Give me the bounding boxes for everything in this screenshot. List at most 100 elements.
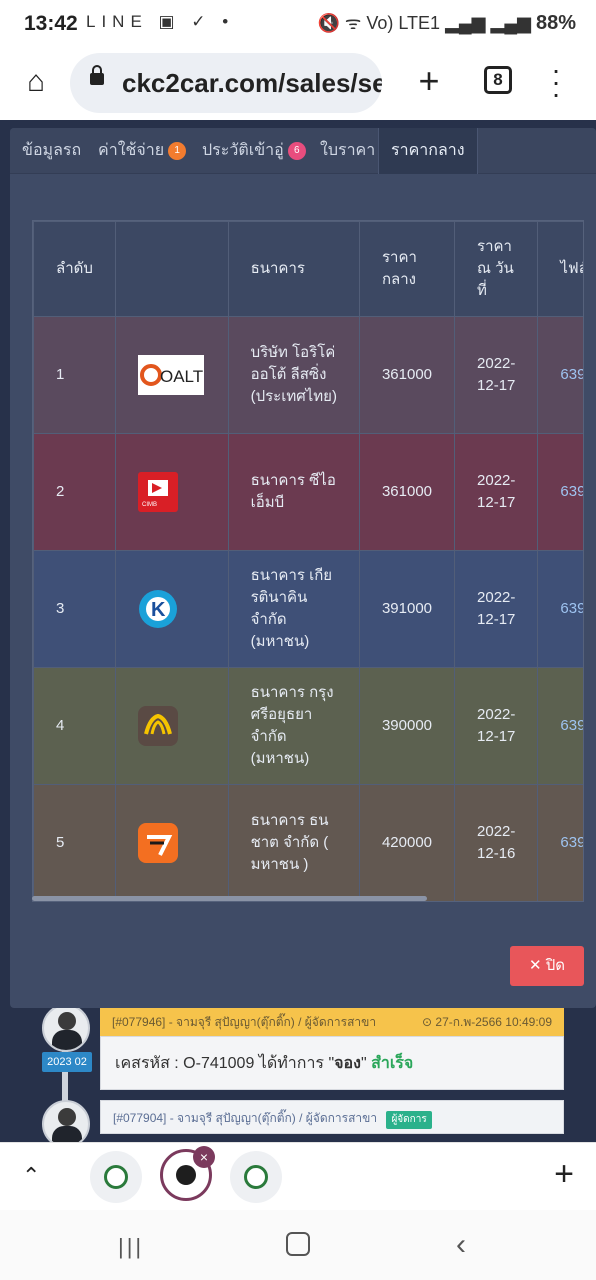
tab-thumbnail[interactable]	[230, 1151, 282, 1203]
row-no: 2	[33, 433, 116, 551]
median-price: 361000	[358, 316, 456, 434]
thanachart-logo-icon	[137, 823, 178, 863]
row-no: 4	[33, 667, 116, 785]
tab-thumbnail[interactable]	[90, 1151, 142, 1203]
file-link[interactable]: 639c	[537, 667, 583, 785]
file-link[interactable]: 639c	[537, 550, 583, 668]
lock-icon	[90, 65, 104, 85]
battery-level: 88%	[535, 12, 576, 34]
price-date: 2022-12-16	[454, 784, 539, 901]
price-date: 2022-12-17	[454, 433, 539, 551]
tab-quotation[interactable]: ใบราคา	[320, 142, 376, 159]
new-tab-button[interactable]: +	[418, 60, 440, 101]
timeline-card-date: ⊙ 27-ก.พ-2566 10:49:09	[422, 1015, 552, 1029]
row-no: 5	[33, 784, 116, 901]
globe-icon	[176, 1165, 196, 1185]
file-link[interactable]: 639c	[537, 316, 583, 434]
browser-toolbar: ⌂ ckc2car.com/sales/se + 8 · · ·	[0, 46, 596, 120]
price-date: 2022-12-17	[454, 550, 539, 668]
timeline-line	[62, 1008, 68, 1143]
svg-text:OALT: OALT	[160, 367, 203, 386]
row-no: 3	[33, 550, 116, 668]
svg-text:CIMB: CIMB	[142, 502, 157, 508]
status-time: 13:42	[24, 12, 78, 35]
timeline-card-header: [#077904] - จามจุรี สุปัญญา(ตุ๊กติ๊ก) / …	[100, 1100, 564, 1134]
price-date: 2022-12-17	[454, 667, 539, 785]
address-bar[interactable]: ckc2car.com/sales/se	[70, 53, 382, 113]
home-nav-icon[interactable]	[286, 1232, 310, 1256]
header-file[interactable]: ไฟล์	[537, 221, 583, 317]
year-badge: 2023 02	[42, 1052, 92, 1072]
svg-text:K: K	[151, 599, 166, 621]
role-badge: ผู้จัดการ	[386, 1111, 432, 1129]
bank-name: ธนาคาร กรุงศรีอยุธยา จำกัด (มหาชน)	[227, 667, 360, 785]
add-tab-icon[interactable]: +	[554, 1155, 574, 1193]
avatar	[42, 1100, 90, 1148]
bank-name: บริษัท โอริโค่ ออโต้ ลีสซิ่ง (ประเทศไทย)	[227, 316, 360, 434]
signal-icons: 🔇 ᯤ Vo) LTE1 ▂▄▆ ▂▄▆	[317, 13, 531, 33]
file-link[interactable]: 639b	[537, 784, 583, 901]
table-header-row: ลำดับ ธนาคาร ราคา กลาง ราคา ณ วัน ที่ ไฟ…	[33, 221, 583, 317]
close-tab-icon[interactable]: ×	[193, 1146, 215, 1168]
tab-thumbnail-active[interactable]	[160, 1149, 212, 1201]
median-price: 420000	[358, 784, 456, 901]
tab-median-price[interactable]: ราคากลาง	[378, 128, 478, 174]
system-icons: 🔇 ᯤ Vo) LTE1 ▂▄▆ ▂▄▆ 88%	[318, 11, 576, 35]
garage-count-badge: 6	[287, 141, 306, 160]
table-row: 3 K ธนาคาร เกียรตินาคิน จำกัด (มหาชน) 39…	[33, 550, 583, 668]
url-text[interactable]: ckc2car.com/sales/se	[122, 68, 382, 98]
table-row: 2 CIMB ธนาคาร ซีไอเอ็มบี 361000 2022-12-…	[33, 433, 583, 551]
bank-logo-cell	[114, 667, 229, 785]
header-no[interactable]: ลำดับ	[33, 221, 116, 317]
expenses-count-badge: 1	[168, 141, 187, 160]
timeline-card-header: [#077946] - จามจุรี สุปัญญา(ตุ๊กติ๊ก) / …	[100, 1008, 564, 1036]
price-modal: ข้อมูลรถ ค่าใช้จ่าย 1 ประวัติเข้าอู่ 6 ใบร…	[10, 128, 596, 1008]
table-row: 4 ธนาคาร กรุงศรีอยุธยา จำกัด (มหาชน) 390…	[33, 667, 583, 785]
header-price[interactable]: ราคา กลาง	[358, 221, 456, 317]
bank-logo-cell: OALT	[114, 316, 229, 434]
orico-logo-icon: OALT	[137, 355, 204, 395]
chevron-up-icon[interactable]: ⌃	[22, 1163, 41, 1188]
bank-name: ธนาคาร เกียรตินาคิน จำกัด (มหาชน)	[227, 550, 360, 668]
header-logo	[114, 221, 229, 317]
tab-car-info[interactable]: ข้อมูลรถ	[22, 142, 82, 159]
table-scrollbar[interactable]	[32, 896, 427, 901]
notification-icons: LINE ▣ ✓ •	[86, 12, 235, 31]
price-table: ลำดับ ธนาคาร ราคา กลาง ราคา ณ วัน ที่ ไฟ…	[33, 221, 583, 901]
system-nav-bar: ||| ‹	[0, 1210, 596, 1280]
median-price: 390000	[358, 667, 456, 785]
table-row: 5 ธนาคาร ธนชาต จำกัด ( มหาชน ) 420000 20…	[33, 784, 583, 901]
price-date: 2022-12-17	[454, 316, 539, 434]
back-icon[interactable]: ‹	[456, 1228, 466, 1261]
bank-logo-cell: K	[114, 550, 229, 668]
home-icon[interactable]: ⌂	[26, 65, 46, 98]
timeline-card: [#077904] - จามจุรี สุปัญญา(ตุ๊กติ๊ก) / …	[100, 1100, 564, 1134]
tab-strip: ⌃ +	[0, 1142, 596, 1210]
avatar	[42, 1004, 90, 1052]
file-link[interactable]: 639c	[537, 433, 583, 551]
price-table-container[interactable]: ลำดับ ธนาคาร ราคา กลาง ราคา ณ วัน ที่ ไฟ…	[32, 220, 584, 902]
more-menu-icon[interactable]: · · ·	[551, 54, 561, 109]
bank-logo-cell: CIMB	[114, 433, 229, 551]
modal-tabs: ข้อมูลรถ ค่าใช้จ่าย 1 ประวัติเข้าอู่ 6 ใบร…	[10, 128, 596, 174]
timeline-card-author: [#077946] - จามจุรี สุปัญญา(ตุ๊กติ๊ก) / …	[112, 1015, 377, 1029]
krungsri-logo-icon	[137, 706, 178, 746]
header-bank[interactable]: ธนาคาร	[227, 221, 360, 317]
tab-count-button[interactable]: 8	[484, 66, 512, 94]
timeline-card: [#077946] - จามจุรี สุปัญญา(ตุ๊กติ๊ก) / …	[100, 1008, 564, 1090]
tab-expenses[interactable]: ค่าใช้จ่าย 1	[98, 128, 187, 174]
bank-name: ธนาคาร ซีไอเอ็มบี	[227, 433, 360, 551]
kiatnakin-logo-icon: K	[138, 590, 177, 628]
site-favicon-icon	[244, 1165, 268, 1189]
cimb-logo-icon: CIMB	[137, 472, 178, 512]
median-price: 361000	[358, 433, 456, 551]
bank-name: ธนาคาร ธนชาต จำกัด ( มหาชน )	[227, 784, 360, 901]
table-row: 1 OALT บริษัท โอริโค่ ออโต้ ลีสซิ่ง (ประ…	[33, 316, 583, 434]
close-button[interactable]: ✕ ปิด	[510, 946, 584, 986]
header-date[interactable]: ราคา ณ วัน ที่	[454, 221, 539, 317]
recent-apps-icon[interactable]: |||	[118, 1234, 145, 1259]
timeline-card-body: เคสรหัส : O-741009 ได้ทำการ "จอง" สำเร็จ	[100, 1036, 564, 1090]
timeline-card-author: [#077904] - จามจุรี สุปัญญา(ตุ๊กติ๊ก) / …	[113, 1111, 378, 1125]
bank-logo-cell	[114, 784, 229, 901]
tab-garage-history[interactable]: ประวัติเข้าอู่ 6	[202, 128, 306, 174]
